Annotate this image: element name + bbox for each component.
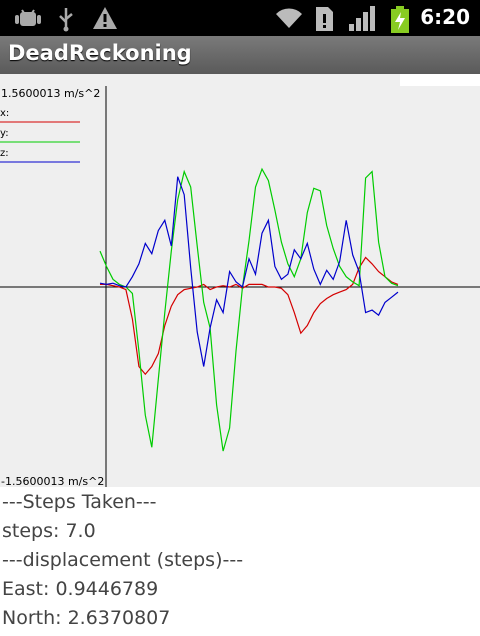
displacement-header: ---displacement (steps)--- — [2, 549, 244, 571]
accelerometer-plot: 1.5600013 m/s^2 -1.5600013 m/s^2 x: y: z… — [0, 86, 480, 488]
plot-top-gap — [400, 74, 480, 86]
status-clock: 6:20 — [420, 5, 470, 29]
signal-icon — [349, 6, 375, 31]
accelerometer-chart: 1.5600013 m/s^2 -1.5600013 m/s^2 x: y: z… — [0, 86, 480, 488]
warning-icon — [93, 7, 117, 29]
series-x-line — [100, 256, 399, 376]
legend-z-label: z: — [0, 148, 9, 159]
usb-icon — [59, 8, 73, 32]
info-panel: ---Steps Taken--- steps: 7.0 ---displace… — [0, 487, 480, 636]
battery-charging-icon — [391, 6, 409, 33]
steps-value: steps: 7.0 — [2, 520, 96, 542]
sim-icon — [316, 7, 333, 31]
series-z-line — [99, 176, 399, 367]
status-bar: 6:20 — [0, 0, 480, 36]
legend-y-label: y: — [0, 128, 9, 139]
steps-header: ---Steps Taken--- — [2, 491, 157, 513]
legend-x-label: x: — [0, 108, 9, 119]
plot-top-strip — [0, 74, 400, 86]
app-title: DeadReckoning — [8, 41, 192, 65]
y-max-label: 1.5600013 m/s^2 — [1, 87, 100, 100]
wifi-icon — [276, 8, 302, 28]
series-y-line — [99, 167, 399, 452]
series-layer — [99, 167, 399, 452]
y-min-label: -1.5600013 m/s^2 — [1, 475, 104, 487]
android-debug-icon — [15, 9, 41, 26]
title-bar: DeadReckoning — [0, 36, 480, 74]
north-value: North: 2.6370807 — [2, 607, 171, 629]
east-value: East: 0.9446789 — [2, 578, 159, 600]
